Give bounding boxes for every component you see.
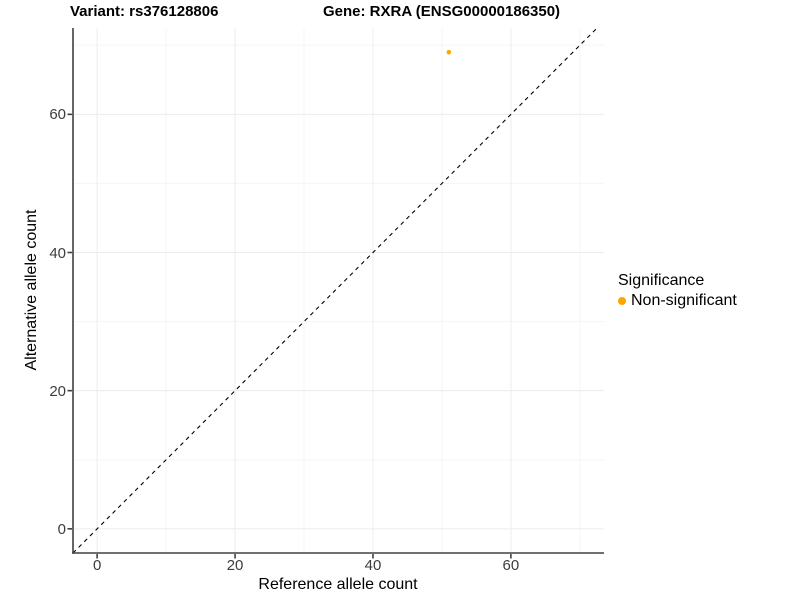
y-axis-label: Alternative allele count	[23, 209, 40, 371]
title-variant: Variant: rs376128806	[70, 3, 219, 20]
identity-dashed-line	[72, 27, 598, 554]
data-point	[446, 49, 452, 55]
y-tick-label: 40	[49, 244, 66, 262]
x-tick-label: 0	[92, 557, 102, 574]
legend-key-dot	[618, 297, 626, 305]
legend-item-non-significant: Non-significant	[618, 292, 737, 310]
x-tick-label: 40	[364, 557, 382, 574]
y-tick-label: 60	[49, 106, 66, 124]
title-gene: Gene: RXRA (ENSG00000186350)	[323, 3, 561, 20]
legend-item-label: Non-significant	[631, 292, 737, 309]
y-tick-label: 0	[57, 520, 66, 538]
x-axis-label: Reference allele count	[258, 576, 418, 593]
x-tick-label: 20	[226, 557, 244, 574]
x-tick-label: 60	[502, 557, 520, 574]
legend-title: Significance	[618, 272, 705, 289]
legend: Significance Non-significant	[618, 272, 737, 310]
y-tick-label: 20	[49, 382, 66, 400]
